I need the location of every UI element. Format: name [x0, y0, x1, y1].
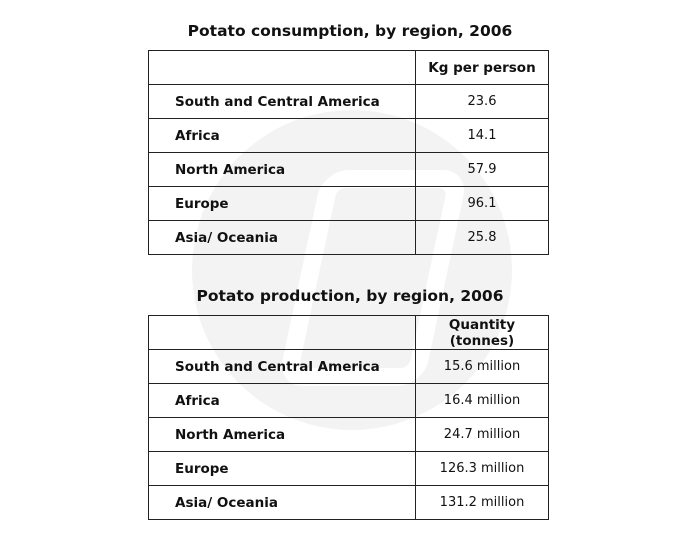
value-cell: 96.1 [415, 186, 549, 221]
value-cell: 16.4 million [415, 383, 549, 418]
table-row: Africa 16.4 million [148, 383, 549, 418]
region-cell: Africa [148, 118, 416, 153]
header-row: Kg per person [148, 50, 549, 85]
region-cell: North America [148, 417, 416, 452]
value-cell: 57.9 [415, 152, 549, 187]
header-cell [148, 315, 416, 350]
table-row: North America 57.9 [148, 152, 549, 187]
value-cell: 23.6 [415, 84, 549, 119]
region-cell: South and Central America [148, 84, 416, 119]
value-cell: 24.7 million [415, 417, 549, 452]
region-cell: Europe [148, 451, 416, 486]
table-row: Asia/ Oceania 131.2 million [148, 485, 549, 520]
table-row: Africa 14.1 [148, 118, 549, 153]
data-table: Quantity (tonnes) South and Central Ameri… [148, 315, 549, 520]
table-row: Europe 126.3 million [148, 451, 549, 486]
region-cell: North America [148, 152, 416, 187]
table-title: Potato consumption, by region, 2006 [187, 22, 513, 40]
table-row: South and Central America 23.6 [148, 84, 549, 119]
column-header: Quantity (tonnes) [415, 315, 549, 350]
table-title: Potato production, by region, 2006 [196, 287, 504, 305]
region-cell: Asia/ Oceania [148, 485, 416, 520]
region-cell: Europe [148, 186, 416, 221]
table-row: North America 24.7 million [148, 417, 549, 452]
data-table: Kg per person South and Central America 23… [148, 50, 549, 255]
value-cell: 14.1 [415, 118, 549, 153]
value-cell: 15.6 million [415, 349, 549, 384]
table-row: South and Central America 15.6 million [148, 349, 549, 384]
column-header: Kg per person [415, 50, 549, 85]
value-cell: 131.2 million [415, 485, 549, 520]
table-row: Asia/ Oceania 25.8 [148, 220, 549, 255]
header-row: Quantity (tonnes) [148, 315, 549, 350]
value-cell: 126.3 million [415, 451, 549, 486]
table-row: Europe 96.1 [148, 186, 549, 221]
value-cell: 25.8 [415, 220, 549, 255]
region-cell: Asia/ Oceania [148, 220, 416, 255]
region-cell: Africa [148, 383, 416, 418]
region-cell: South and Central America [148, 349, 416, 384]
header-cell [148, 50, 416, 85]
